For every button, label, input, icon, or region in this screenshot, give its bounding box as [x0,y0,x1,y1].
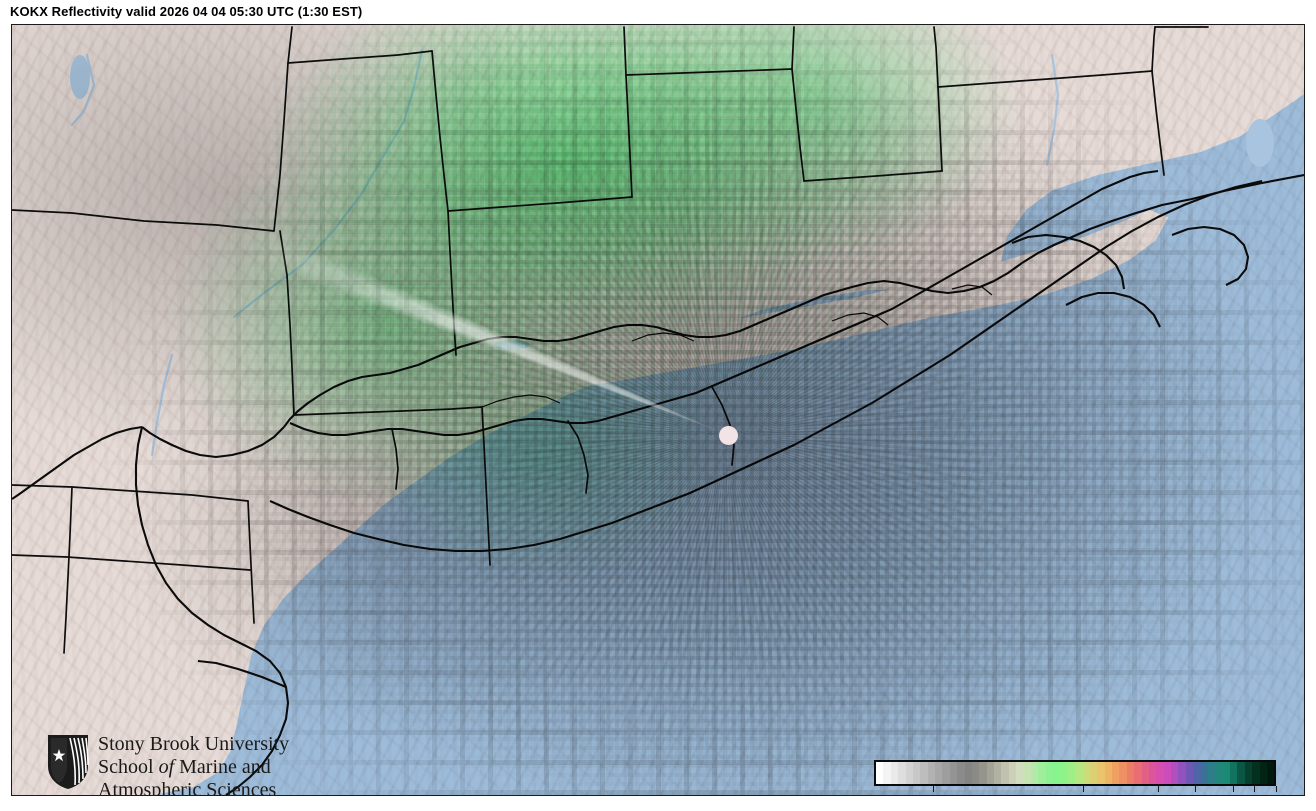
colorbar-cell-51 [1252,762,1260,784]
colorbar-cell-28 [1082,762,1090,784]
colorbar-cell-20 [1023,762,1031,784]
colorbar-cell-15 [986,762,994,784]
logo-line-2-pre: School [98,756,159,779]
colorbar-cell-41 [1178,762,1186,784]
colorbar-cell-7 [927,762,935,784]
colorbar-tick-40 [1157,786,1159,792]
colorbar-label-0: 0 [928,794,937,795]
colorbar-label-20: 20 [1074,794,1093,795]
colorbar-cell-0 [876,762,884,784]
colorbar-cell-3 [898,762,906,784]
colorbar-cell-37 [1148,762,1157,784]
colorbar-cell-47 [1222,762,1230,784]
colorbar-tick-70 [1254,786,1256,792]
stony-brook-shield-icon [48,735,89,789]
colorbar-cell-29 [1089,762,1098,784]
colorbar-cell-46 [1215,762,1223,784]
colorbar-cell-5 [912,762,921,784]
logo-line-2: School of Marine and [98,756,289,779]
colorbar-cell-34 [1126,762,1135,784]
colorbar-cell-49 [1237,762,1245,784]
colorbar-cell-35 [1134,762,1142,784]
colorbar-cell-39 [1163,762,1171,784]
colorbar-cell-52 [1259,762,1267,784]
logo-line-2-italic: of [158,756,175,779]
colorbar-cell-17 [1001,762,1009,784]
colorbar-tick-20 [1083,786,1085,792]
logo-line-1: Stony Brook University [98,733,290,755]
colorbar-cell-19 [1016,762,1024,784]
colorbar-cell-18 [1008,762,1017,784]
colorbar-cell-1 [883,762,891,784]
colorbar-cell-43 [1193,762,1201,784]
colorbar-cell-38 [1156,762,1164,784]
colorbar-cell-8 [935,762,943,784]
colorbar-cell-6 [920,762,928,784]
colorbar-cell-40 [1171,762,1179,784]
colorbar-label-60: 60 [1223,794,1242,795]
colorbar-cell-13 [971,762,980,784]
colorbar-cell-27 [1075,762,1083,784]
colorbar-label-80: 80 [1267,794,1286,795]
colorbar-tick-50 [1195,786,1197,792]
colorbar-cell-32 [1112,762,1120,784]
colorbar-tick-80 [1276,786,1277,792]
colorbar-ticks [874,786,1277,794]
colorbar-label-70: 70 [1245,794,1264,795]
logo-line-2-post: Marine and [174,756,271,779]
colorbar-cell-11 [957,762,965,784]
beam-blockage-wedge [12,25,1304,795]
radar-map-frame[interactable]: Stony Brook University School of Marine … [11,24,1305,796]
colorbar-cell-25 [1060,762,1068,784]
colorbar-cell-16 [994,762,1002,784]
logo-text: Stony Brook University School of Marine … [98,733,290,796]
colorbar-cell-48 [1230,762,1238,784]
colorbar-tick-labels: 0 20 40 50 607080 [874,794,1286,795]
colorbar-label-50: 50 [1186,794,1205,795]
colorbar-cell-12 [964,762,972,784]
colorbar-cell-45 [1207,762,1216,784]
colorbar-cell-2 [890,762,899,784]
colorbar-cell-21 [1030,762,1039,784]
colorbar-cell-44 [1200,762,1208,784]
title-bar: KOKX Reflectivity valid 2026 04 04 05:30… [0,0,1316,24]
colorbar-cell-33 [1119,762,1127,784]
colorbar-cell-36 [1141,762,1149,784]
radar-speckle-bins [12,25,1304,795]
colorbar-cell-50 [1244,762,1253,784]
colorbar-cell-30 [1097,762,1105,784]
colorbar-cell-22 [1038,762,1046,784]
colorbar-cell-14 [979,762,987,784]
reflectivity-colorbar: 0 20 40 50 607080 [874,760,1286,795]
stony-brook-logo: Stony Brook University School of Marine … [46,733,290,796]
page-title: KOKX Reflectivity valid 2026 04 04 05:30… [10,4,363,19]
colorbar-tick-0 [932,786,934,792]
logo-line-3: Atmospheric Sciences [98,779,277,796]
colorbar-gradient [874,760,1276,786]
colorbar-tick-60 [1232,786,1234,792]
colorbar-cell-9 [942,762,950,784]
colorbar-cell-10 [949,762,958,784]
colorbar-cell-42 [1185,762,1194,784]
colorbar-cell-53 [1266,762,1274,784]
colorbar-cell-26 [1067,762,1076,784]
colorbar-cell-23 [1045,762,1053,784]
radar-site-marker[interactable] [719,426,738,445]
colorbar-cell-31 [1104,762,1112,784]
radar-map-canvas[interactable]: Stony Brook University School of Marine … [12,25,1304,795]
colorbar-cell-4 [905,762,913,784]
colorbar-label-40: 40 [1148,794,1167,795]
colorbar-cell-24 [1053,762,1061,784]
